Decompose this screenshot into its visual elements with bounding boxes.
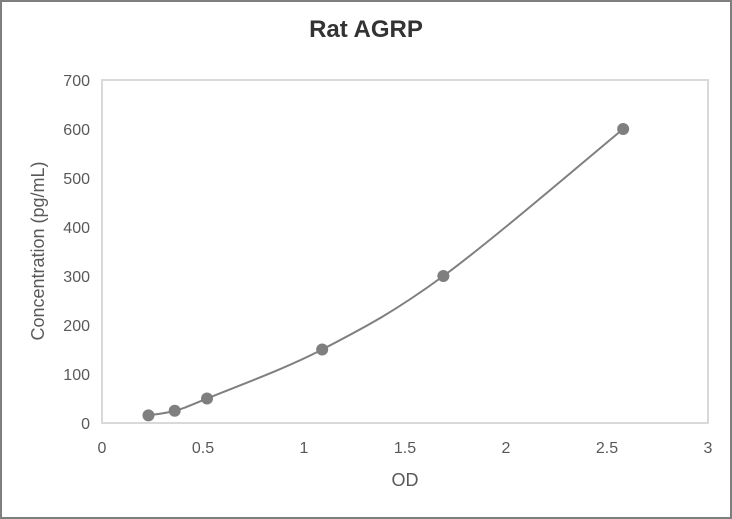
- trend-curve: [148, 128, 624, 417]
- y-tick-label: 400: [63, 220, 90, 237]
- data-point: [316, 343, 329, 356]
- data-point: [142, 409, 155, 422]
- y-tick-label: 600: [63, 122, 90, 139]
- data-point: [437, 270, 450, 282]
- x-tick-label: 3: [704, 440, 713, 457]
- x-tick-label: 0: [98, 440, 107, 457]
- x-axis-ticks: 0 0.5 1 1.5 2 2.5 3: [98, 440, 713, 457]
- y-tick-label: 100: [63, 367, 90, 384]
- x-tick-label: 2.5: [596, 440, 618, 457]
- x-tick-label: 2: [502, 440, 511, 457]
- plot-area: [101, 79, 709, 424]
- y-tick-label: 0: [81, 416, 90, 433]
- data-point: [168, 404, 181, 417]
- data-points: [142, 123, 630, 422]
- y-axis-label: Concentration (pg/mL): [28, 161, 48, 340]
- x-axis-label: OD: [392, 470, 419, 490]
- y-tick-label: 500: [63, 171, 90, 188]
- y-tick-label: 700: [63, 73, 90, 90]
- x-tick-label: 1: [300, 440, 309, 457]
- data-point: [201, 392, 214, 405]
- data-point: [617, 123, 630, 135]
- x-tick-label: 0.5: [192, 440, 214, 457]
- y-tick-label: 200: [63, 318, 90, 335]
- x-tick-label: 1.5: [394, 440, 416, 457]
- chart-title: Rat AGRP: [309, 16, 423, 43]
- y-tick-label: 300: [63, 269, 90, 286]
- y-axis-ticks: 0 100 200 300 400 500 600 700: [63, 73, 90, 433]
